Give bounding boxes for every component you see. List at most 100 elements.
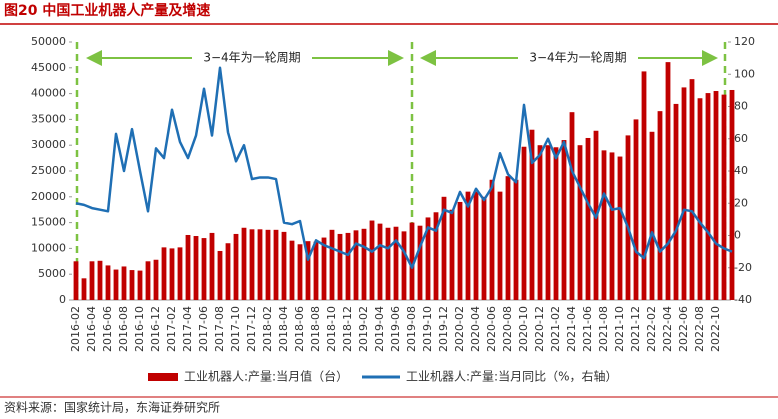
y2-tick-label: 20 <box>734 196 748 209</box>
y-tick-label: 25000 <box>31 164 66 177</box>
y-tick-label: 5000 <box>38 267 66 280</box>
x-tick-label: 2020-12 <box>533 306 546 352</box>
bar <box>625 135 631 300</box>
bar <box>657 111 663 300</box>
bar <box>529 129 535 300</box>
y-tick-label: 35000 <box>31 112 66 125</box>
bar <box>273 229 279 300</box>
bar <box>497 191 503 300</box>
x-tick-label: 2016-04 <box>85 306 98 352</box>
x-tick-label: 2016-02 <box>69 306 82 352</box>
bar <box>201 238 207 300</box>
bar <box>129 270 135 300</box>
x-tick-label: 2016-08 <box>117 306 130 352</box>
bar <box>257 229 263 300</box>
bar <box>193 236 199 300</box>
x-tick-label: 2019-04 <box>373 306 386 352</box>
legend-label: 工业机器人:产量:当月值（台） <box>184 369 348 384</box>
bar <box>321 237 327 300</box>
bar <box>441 196 447 300</box>
bar <box>721 94 727 301</box>
bar <box>97 260 103 300</box>
bar <box>353 230 359 300</box>
bar <box>705 93 711 300</box>
legend-label: 工业机器人:产量:当月同比（%，右轴） <box>406 369 618 384</box>
bar <box>473 191 479 300</box>
bar <box>313 241 319 300</box>
x-tick-label: 2017-12 <box>245 306 258 352</box>
bar <box>681 87 687 301</box>
x-tick-label: 2018-02 <box>261 306 274 352</box>
x-tick-label: 2019-08 <box>405 306 418 352</box>
x-tick-label: 2020-02 <box>453 306 466 352</box>
bar <box>337 233 343 300</box>
bar <box>153 259 159 300</box>
x-tick-label: 2020-10 <box>517 306 530 352</box>
y-tick-label: 0 <box>59 293 66 306</box>
bar <box>449 209 455 300</box>
bar <box>233 233 239 300</box>
bar <box>297 244 303 300</box>
bar <box>89 261 95 300</box>
x-tick-label: 2020-06 <box>485 306 498 352</box>
bar <box>521 146 527 300</box>
bar <box>145 261 151 300</box>
bar <box>585 137 591 300</box>
x-tick-label: 2022-06 <box>677 306 690 352</box>
x-tick-label: 2016-12 <box>149 306 162 352</box>
bar <box>537 145 543 300</box>
bar <box>265 229 271 300</box>
x-tick-label: 2021-06 <box>581 306 594 352</box>
bar <box>113 269 119 300</box>
bar <box>209 232 215 300</box>
bar <box>169 248 175 300</box>
x-tick-label: 2021-10 <box>613 306 626 352</box>
bar <box>393 226 399 300</box>
y-tick-label: 15000 <box>31 216 66 229</box>
bar <box>601 150 607 300</box>
bar <box>425 217 431 300</box>
y-tick-label: 30000 <box>31 138 66 151</box>
x-tick-label: 2017-08 <box>213 306 226 352</box>
x-tick-label: 2021-04 <box>565 306 578 352</box>
y2-tick-label: 120 <box>734 35 755 48</box>
bar <box>505 176 511 300</box>
x-tick-label: 2018-06 <box>293 306 306 352</box>
bar <box>617 156 623 300</box>
y2-tick-label: -20 <box>734 261 752 274</box>
x-tick-label: 2017-10 <box>229 306 242 352</box>
x-tick-label: 2022-08 <box>693 306 706 352</box>
annotation: 3−4年为一轮周期 <box>203 51 300 65</box>
x-tick-label: 2022-10 <box>709 306 722 352</box>
x-tick-label: 2019-10 <box>421 306 434 352</box>
x-tick-label: 2020-08 <box>501 306 514 352</box>
bar <box>561 140 567 300</box>
bar <box>553 147 559 300</box>
bar <box>249 229 255 300</box>
bar <box>465 191 471 300</box>
legend-swatch <box>148 373 178 381</box>
bar <box>545 145 551 300</box>
x-tick-label: 2022-04 <box>661 306 674 352</box>
bar <box>289 240 295 300</box>
x-tick-label: 2019-02 <box>357 306 370 352</box>
x-tick-label: 2017-04 <box>181 306 194 352</box>
x-tick-label: 2016-06 <box>101 306 114 352</box>
bar <box>417 225 423 300</box>
bar <box>177 247 183 300</box>
bar <box>217 250 223 300</box>
y2-tick-label: 80 <box>734 100 748 113</box>
bar <box>513 179 519 300</box>
line <box>75 66 733 269</box>
x-tick-label: 2019-12 <box>437 306 450 352</box>
x-tick-label: 2021-12 <box>629 306 642 352</box>
bar <box>713 91 719 301</box>
bar <box>137 270 143 300</box>
bar <box>385 227 391 300</box>
bar <box>457 201 463 300</box>
bar <box>401 231 407 300</box>
y2-tick-label: 60 <box>734 132 748 145</box>
x-tick-label: 2017-06 <box>197 306 210 352</box>
bar <box>689 79 695 300</box>
cycle-dividers <box>75 42 727 300</box>
